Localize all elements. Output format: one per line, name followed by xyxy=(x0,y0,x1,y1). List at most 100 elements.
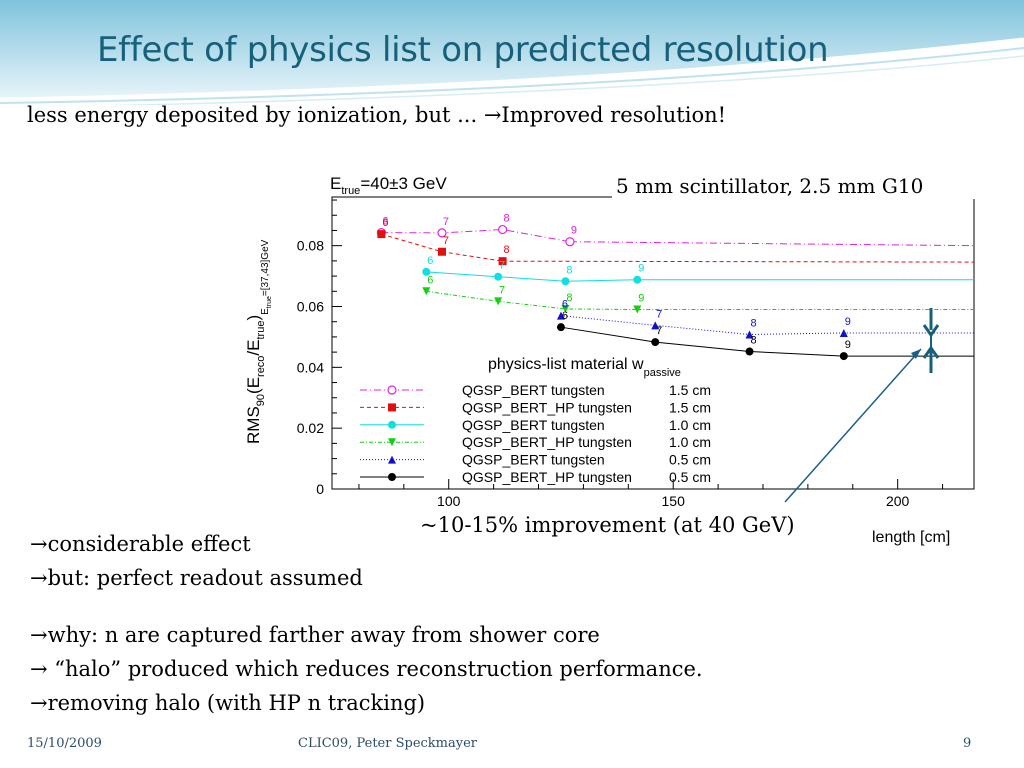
footer-page-number: 9 xyxy=(963,736,972,751)
legend-title: physics-list material wpassive xyxy=(488,356,681,379)
data-label: 8 xyxy=(566,292,572,304)
data-point xyxy=(437,228,447,238)
bullet-item: →removing halo (with HP n tracking) xyxy=(30,691,426,715)
legend-label: QGSP_BERT_HP tungsten xyxy=(462,434,632,450)
legend-value: 0.5 cm xyxy=(669,469,711,485)
data-point xyxy=(561,277,570,286)
series-5: 6 7 8 9 xyxy=(556,299,974,339)
data-label: 9 xyxy=(845,316,851,328)
energy-range-label: Etrue=40±3 GeV xyxy=(330,174,447,197)
data-label: 8 xyxy=(566,264,572,276)
x-axis-label: length [cm] xyxy=(872,529,950,546)
series-1: 6 7 8 9 xyxy=(376,213,975,247)
legend-entry: QGSP_BERT_HP tungsten 1.5 cm xyxy=(360,399,711,415)
x-tick-label: 100 xyxy=(437,493,461,509)
data-label: 6 xyxy=(427,255,433,267)
legend-value: 1.5 cm xyxy=(669,399,711,415)
data-label: 9 xyxy=(845,339,851,351)
data-label: 6 xyxy=(562,310,568,322)
legend-label: QGSP_BERT tungsten xyxy=(462,417,605,433)
series-line xyxy=(560,326,844,357)
legend-value: 0.5 cm xyxy=(669,452,711,468)
legend-entry: QGSP_BERT tungsten 1.0 cm xyxy=(360,417,711,433)
data-label: 7 xyxy=(443,235,449,247)
series-line-extension xyxy=(502,260,975,263)
y-tick-label: 0.04 xyxy=(297,359,324,375)
data-label: 7 xyxy=(656,308,662,320)
data-point xyxy=(633,305,642,314)
data-label: 9 xyxy=(638,293,644,305)
series-6: 6 7 8 9 xyxy=(556,310,974,361)
legend-label: QGSP_BERT_HP tungsten xyxy=(462,469,632,485)
data-point xyxy=(387,385,397,395)
data-label: 8 xyxy=(750,335,756,347)
bullet-item: → “halo” produced which reduces reconstr… xyxy=(30,657,703,681)
data-point xyxy=(839,328,848,337)
data-point xyxy=(422,267,431,276)
data-point xyxy=(651,321,660,330)
data-point xyxy=(651,338,660,347)
bullet-item: →why: n are captured farther away from s… xyxy=(30,623,600,647)
legend-value: 1.0 cm xyxy=(669,434,711,450)
y-tick-label: 0 xyxy=(316,481,324,497)
data-label: 6 xyxy=(562,299,568,311)
data-point xyxy=(556,311,565,320)
data-point xyxy=(388,455,396,464)
series-3: 6 7 8 9 xyxy=(422,255,974,286)
bullet-group-1: →considerable effect →but: perfect reado… xyxy=(30,527,363,595)
data-label: 9 xyxy=(571,225,577,237)
data-point xyxy=(745,330,754,339)
footer-center: CLIC09, Peter Speckmayer xyxy=(298,736,477,751)
bullet-group-2: →why: n are captured farther away from s… xyxy=(30,618,703,720)
legend-entry: QGSP_BERT_HP tungsten 0.5 cm xyxy=(360,469,711,485)
data-point xyxy=(494,272,503,281)
bullet-item: →but: perfect readout assumed xyxy=(30,566,363,590)
data-point xyxy=(388,473,396,481)
series-line xyxy=(426,271,638,282)
y-tick-label: 0.02 xyxy=(297,420,324,436)
slide-subtitle: less energy deposited by ionization, but… xyxy=(27,103,727,127)
legend-label: QGSP_BERT tungsten xyxy=(462,382,605,398)
data-point xyxy=(565,237,575,247)
annotation-bottom: ~10-15% improvement (at 40 GeV) xyxy=(420,513,795,537)
series-line-extension xyxy=(569,241,975,247)
improvement-bracket xyxy=(922,308,940,373)
annotation-arrow xyxy=(784,348,922,503)
data-point xyxy=(388,438,396,447)
data-label: 6 xyxy=(382,217,388,229)
data-label: 7 xyxy=(443,216,449,228)
header-wave-decoration xyxy=(0,0,1024,105)
data-point xyxy=(839,352,848,361)
axes: 100 150 200 0 0.02 0.04 0.06 0.08 xyxy=(297,199,944,509)
legend-label: QGSP_BERT_HP tungsten xyxy=(462,399,632,415)
data-label: 6 xyxy=(382,216,388,228)
series-2: 678 xyxy=(377,217,975,266)
data-point xyxy=(498,257,507,266)
data-point xyxy=(388,420,396,429)
bullet-item: →considerable effect xyxy=(30,532,251,556)
data-point xyxy=(377,230,386,239)
series-4: 6 7 8 9 xyxy=(422,274,974,314)
data-point xyxy=(561,304,570,313)
data-point xyxy=(422,287,431,296)
slide-title: Effect of physics list on predicted reso… xyxy=(97,30,829,70)
data-label: 7 xyxy=(499,284,505,296)
data-point xyxy=(388,403,396,412)
data-point xyxy=(494,297,503,306)
legend-value: 1.0 cm xyxy=(669,417,711,433)
y-tick-label: 0.06 xyxy=(297,299,324,315)
data-label: 7 xyxy=(499,260,505,272)
data-label: 7 xyxy=(656,325,662,337)
legend-entry: QGSP_BERT tungsten 0.5 cm xyxy=(360,452,711,468)
data-label: 8 xyxy=(750,317,756,329)
series-line xyxy=(381,229,571,243)
footer-date: 15/10/2009 xyxy=(27,736,102,751)
annotation-top: 5 mm scintillator, 2.5 mm G10 xyxy=(616,174,923,198)
x-tick-label: 200 xyxy=(886,493,910,509)
y-tick-label: 0.08 xyxy=(297,238,324,254)
data-point xyxy=(498,224,508,235)
data-label: 9 xyxy=(638,263,644,275)
data-point xyxy=(633,275,642,284)
